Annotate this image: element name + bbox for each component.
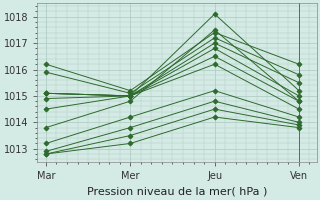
X-axis label: Pression niveau de la mer( hPa ): Pression niveau de la mer( hPa ): [87, 187, 267, 197]
